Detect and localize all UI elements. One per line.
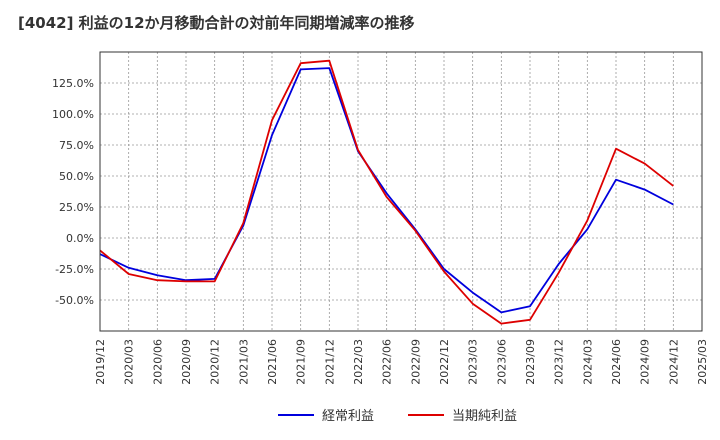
x-tick-label: 2025/03 bbox=[696, 339, 709, 385]
legend-label-1: 当期純利益 bbox=[452, 409, 517, 424]
x-tick-label: 2021/03 bbox=[237, 339, 250, 385]
y-axis-ticks: 125.0% 100.0% 75.0% 50.0% 25.0% 0.0% -25.0% -50… bbox=[52, 77, 94, 307]
series-line-0 bbox=[99, 67, 674, 314]
y-tick-label: 0.0% bbox=[66, 232, 94, 245]
x-tick-label: 2024/09 bbox=[639, 339, 652, 385]
x-tick-label: 2022/03 bbox=[352, 339, 365, 385]
x-tick-label: 2024/06 bbox=[610, 339, 623, 385]
y-tick-label: -25.0% bbox=[55, 263, 94, 276]
x-tick-label: 2020/12 bbox=[209, 339, 222, 385]
x-tick-label: 2021/09 bbox=[295, 339, 308, 385]
x-tick-label: 2024/03 bbox=[581, 339, 594, 385]
x-tick-label: 2023/09 bbox=[524, 339, 537, 385]
y-tick-label: 50.0% bbox=[59, 170, 94, 183]
series-lines bbox=[99, 59, 674, 325]
x-tick-label: 2021/06 bbox=[266, 339, 279, 385]
legend-label-0: 経常利益 bbox=[322, 409, 374, 424]
x-tick-label: 2023/06 bbox=[495, 339, 508, 385]
x-tick-label: 2023/12 bbox=[553, 339, 566, 385]
x-tick-label: 2023/03 bbox=[467, 339, 480, 385]
plot-area-frame bbox=[99, 51, 703, 332]
x-tick-label: 2019/12 bbox=[94, 339, 107, 385]
x-tick-label: 2022/12 bbox=[438, 339, 451, 385]
y-tick-label: 75.0% bbox=[59, 139, 94, 152]
y-tick-label: -50.0% bbox=[55, 294, 94, 307]
y-tick-label: 100.0% bbox=[52, 108, 94, 121]
x-tick-label: 2020/09 bbox=[180, 339, 193, 385]
x-tick-label: 2022/06 bbox=[381, 339, 394, 385]
x-tick-label: 2024/12 bbox=[667, 339, 680, 385]
x-axis-ticks: 2019/12 2020/03 2020/06 2020/09 2020/12 2021/… bbox=[94, 339, 709, 385]
x-tick-label: 2022/09 bbox=[409, 339, 422, 385]
chart-title: [4042] 利益の12か月移動合計の対前年同期増減率の推移 bbox=[18, 14, 415, 32]
legend: 経常利益 当期純利益 bbox=[278, 409, 517, 424]
y-tick-label: 125.0% bbox=[52, 77, 94, 90]
x-tick-label: 2020/03 bbox=[123, 339, 136, 385]
x-tick-label: 2020/06 bbox=[151, 339, 164, 385]
series-line-1 bbox=[99, 59, 674, 325]
x-tick-label: 2021/12 bbox=[323, 339, 336, 385]
y-tick-label: 25.0% bbox=[59, 201, 94, 214]
gridlines bbox=[100, 52, 702, 331]
